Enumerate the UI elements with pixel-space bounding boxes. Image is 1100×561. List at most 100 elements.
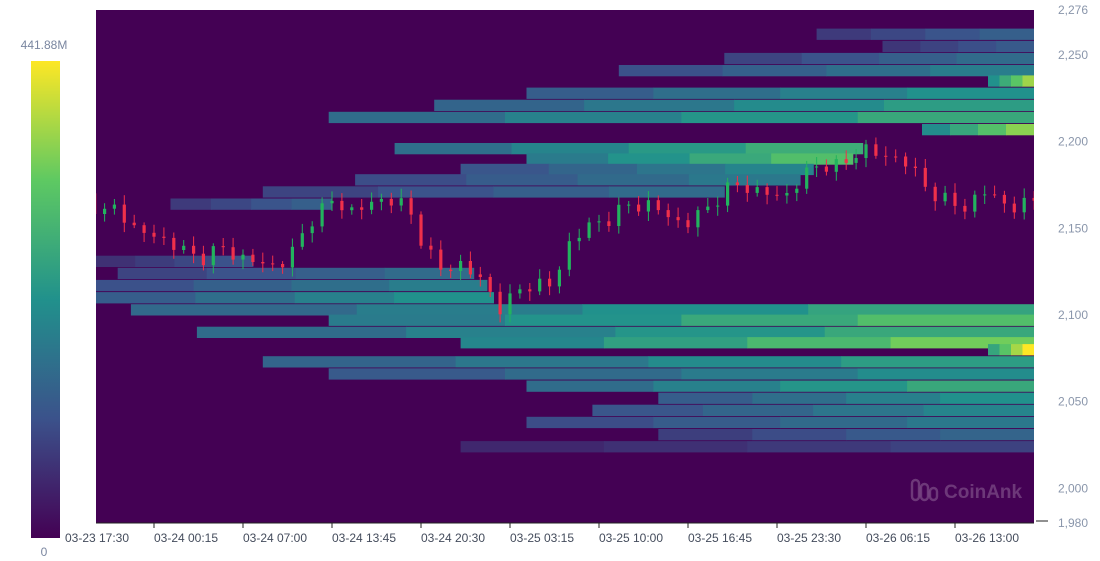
candle-up — [597, 221, 601, 223]
heatmap-band — [702, 404, 814, 416]
colorbar-min-label: 0 — [41, 545, 48, 559]
heatmap-band — [355, 174, 467, 186]
candle-up — [854, 158, 858, 163]
heatmap-band — [582, 304, 809, 316]
y-axis: 2,276 1,980 2,000 2,050 2,100 2,150 2,200 2,2… — [1036, 3, 1088, 530]
candle-up — [241, 254, 245, 260]
heatmap-band — [890, 337, 1034, 349]
heatmap-band — [999, 344, 1012, 356]
heatmap-band — [653, 380, 781, 392]
candle-down — [439, 249, 443, 270]
coinank-logo-icon — [910, 478, 939, 502]
heatmap-band — [1011, 344, 1023, 356]
x-tick-label: 03-24 07:00 — [243, 531, 307, 545]
candle-down — [844, 159, 848, 163]
heatmap-band — [996, 40, 1034, 53]
plot-area: CoinAnk — [73, 10, 1095, 523]
candle-up — [538, 278, 542, 292]
heatmap-band — [747, 337, 892, 349]
heatmap-band — [857, 368, 1034, 380]
candle-down — [666, 210, 670, 218]
candle-up — [973, 194, 977, 212]
candle-up — [320, 203, 324, 227]
candle-down — [913, 166, 917, 168]
candle-up — [1082, 198, 1085, 208]
candle-down — [132, 222, 136, 226]
candle-down — [201, 253, 205, 266]
candle-down — [775, 194, 779, 196]
candle-down — [488, 277, 492, 292]
candle-up — [785, 193, 789, 196]
candle-up — [508, 293, 512, 315]
heatmap-band — [925, 28, 981, 40]
heatmap-band — [890, 441, 1034, 453]
heatmap-band — [294, 292, 395, 304]
candle-up — [211, 246, 215, 266]
candle-up — [646, 200, 650, 212]
candle-up — [370, 201, 374, 210]
candle-down — [1062, 200, 1065, 210]
y-tick-label: 2,100 — [1058, 308, 1088, 322]
x-tick-label: 03-26 06:15 — [866, 531, 930, 545]
heatmap-band — [724, 52, 803, 65]
heatmap-band — [117, 267, 208, 280]
candle-up — [350, 207, 354, 211]
heatmap-band — [262, 186, 379, 198]
heatmap-band — [618, 65, 724, 77]
heatmap-band — [526, 153, 609, 165]
candle-up — [567, 241, 571, 270]
candle-down — [419, 214, 423, 246]
candle-up — [1072, 208, 1075, 210]
candle-down — [389, 198, 393, 206]
colorbar-legend: 441.88M 0 — [21, 38, 68, 559]
heatmap-band — [505, 111, 682, 124]
heatmap-band — [511, 143, 630, 155]
candle-up — [716, 205, 720, 207]
heatmap-band — [389, 279, 488, 292]
heatmap-band — [406, 326, 616, 338]
candle-down — [96, 193, 97, 214]
candle-up — [706, 206, 710, 211]
heatmap-band — [170, 198, 212, 210]
candle-down — [192, 245, 196, 254]
heatmap-band — [295, 267, 386, 280]
candle-down — [548, 278, 552, 287]
candle-up — [627, 204, 631, 206]
heatmap-band — [466, 174, 579, 186]
candle-down — [172, 237, 176, 250]
y-tick-label: 2,000 — [1058, 481, 1088, 495]
candle-down — [231, 247, 235, 260]
heatmap-band — [526, 380, 654, 392]
heatmap-band — [826, 65, 931, 77]
candle-down — [429, 245, 433, 250]
y-tick-label: 2,250 — [1058, 48, 1088, 62]
candle-down — [933, 186, 937, 202]
candle-up — [1092, 194, 1095, 198]
candle-up — [300, 233, 304, 247]
watermark-text: CoinAnk — [944, 482, 1023, 503]
heatmap-band — [956, 52, 1034, 65]
heatmap-band — [813, 404, 925, 416]
candle-up — [73, 220, 76, 284]
candle-down — [765, 187, 769, 195]
x-tick-label: 03-25 23:30 — [777, 531, 841, 545]
heatmap-band — [745, 143, 864, 155]
heatmap-band — [940, 429, 1034, 441]
candle-down — [271, 263, 275, 265]
candle-up — [399, 198, 403, 206]
heatmap-band — [907, 380, 1034, 392]
heatmap-band — [262, 356, 457, 368]
heatmap-band — [328, 368, 506, 380]
candle-up — [696, 210, 700, 228]
candle-down — [824, 166, 828, 172]
candle-down — [152, 232, 156, 237]
heatmap-band — [752, 429, 847, 441]
heatmap-band — [378, 186, 494, 198]
heatmap-band — [722, 65, 827, 77]
x-axis: 03-23 17:30 03-24 00:15 03-24 07:00 03-24 1… — [65, 523, 1019, 545]
heatmap-band — [291, 198, 333, 210]
y-tick-label: 2,150 — [1058, 221, 1088, 235]
heatmap-band — [857, 314, 1034, 326]
heatmap-band — [603, 337, 748, 349]
heatmap-band — [460, 337, 605, 349]
